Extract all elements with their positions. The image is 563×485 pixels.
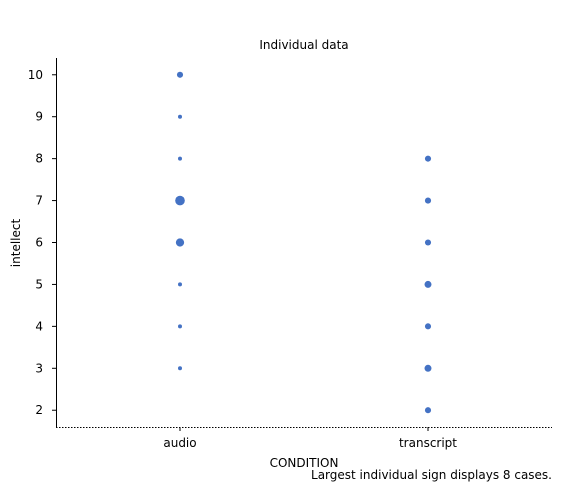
data-point xyxy=(178,114,182,119)
y-tick-label: 10 xyxy=(28,68,43,82)
largest-sign-note: Largest individual sign displays 8 cases… xyxy=(311,468,552,482)
y-tick-label: 2 xyxy=(35,403,43,417)
y-tick-label: 6 xyxy=(35,236,43,250)
data-point xyxy=(178,366,182,371)
data-point xyxy=(424,364,432,372)
y-axis-label: intellect xyxy=(9,219,23,268)
data-point xyxy=(424,197,432,204)
data-point xyxy=(424,323,432,330)
data-point xyxy=(178,324,182,329)
data-points xyxy=(175,71,432,414)
y-axis-ticks: 2 3 4 5 6 7 8 9 10 xyxy=(28,68,56,417)
y-tick-label: 7 xyxy=(35,194,43,208)
x-tick-label: transcript xyxy=(399,436,457,450)
data-point xyxy=(424,407,432,414)
data-point xyxy=(424,155,432,162)
data-point xyxy=(424,280,432,288)
x-axis-label: CONDITION xyxy=(270,456,339,470)
y-tick-label: 3 xyxy=(35,361,43,375)
data-point xyxy=(176,71,184,78)
y-tick-label: 4 xyxy=(35,319,43,333)
x-tick-label: audio xyxy=(163,436,196,450)
chart-title: Individual data xyxy=(259,38,348,52)
y-tick-label: 9 xyxy=(35,110,43,124)
data-point xyxy=(175,195,185,206)
data-point xyxy=(175,238,185,247)
y-tick-label: 5 xyxy=(35,277,43,291)
data-point xyxy=(178,282,182,287)
x-axis-ticks: audio transcript xyxy=(163,427,457,450)
data-point xyxy=(424,239,432,246)
y-tick-label: 8 xyxy=(35,152,43,166)
data-point xyxy=(178,156,182,161)
